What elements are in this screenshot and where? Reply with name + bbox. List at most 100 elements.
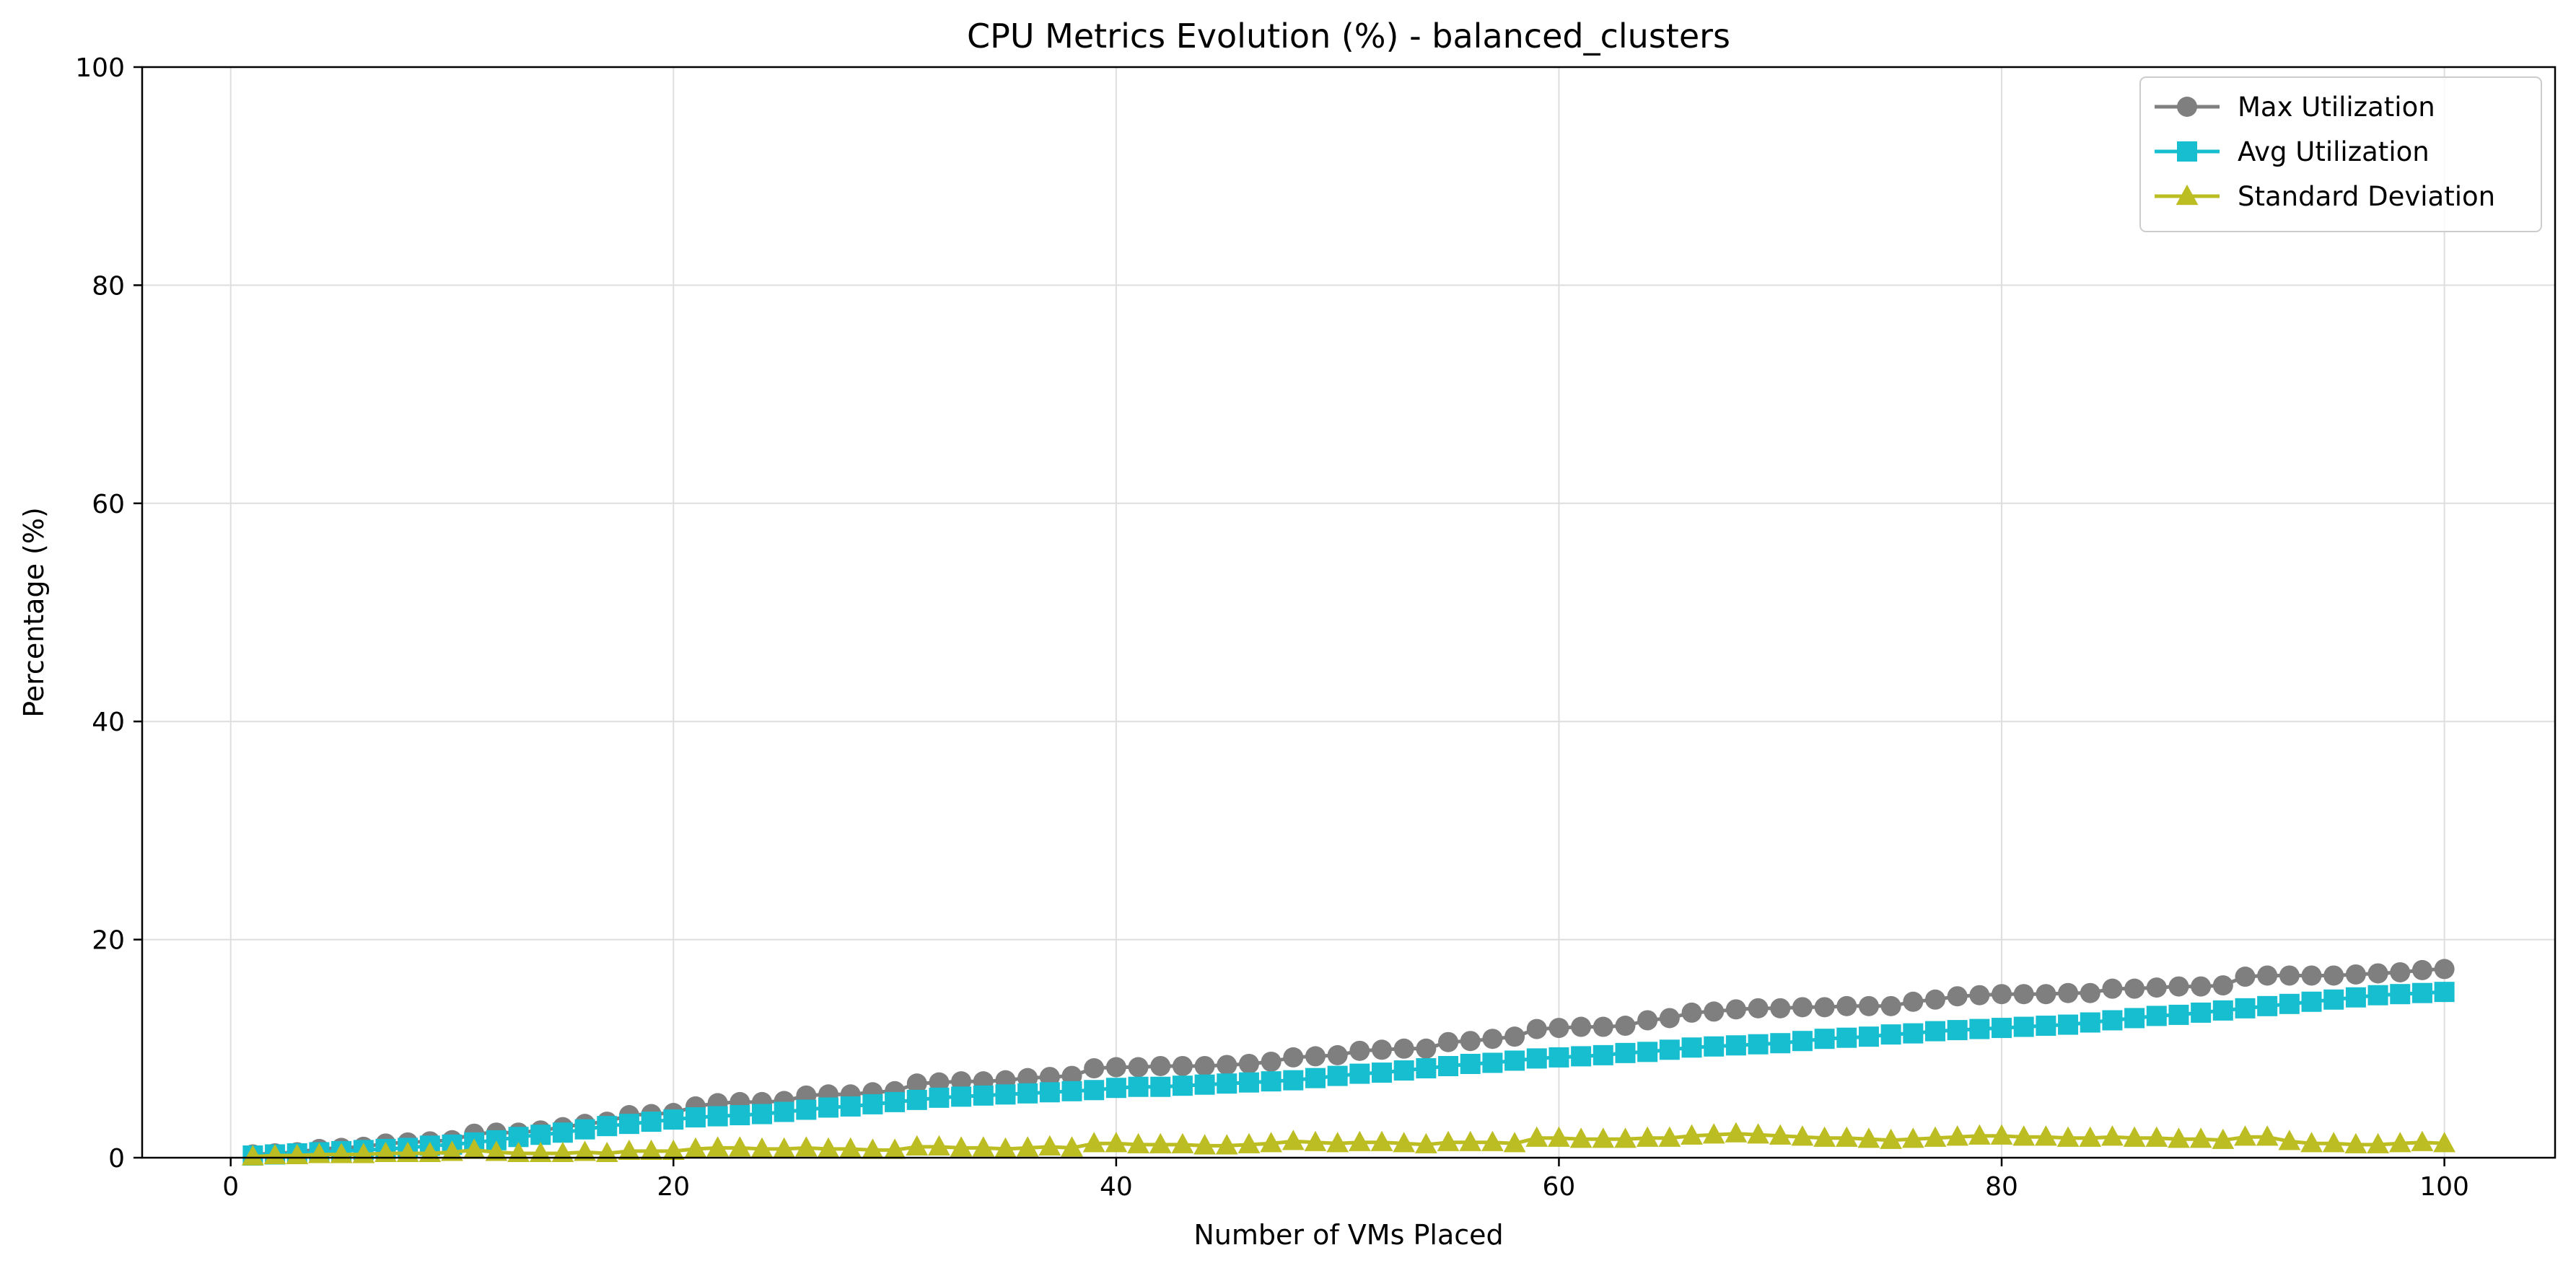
data-point xyxy=(1038,1135,1061,1156)
data-point xyxy=(1947,986,1968,1007)
data-point xyxy=(530,1125,551,1145)
data-point xyxy=(1992,984,2012,1005)
data-point xyxy=(1880,1128,1903,1149)
data-point xyxy=(685,1107,706,1128)
data-point xyxy=(641,1112,662,1132)
data-point xyxy=(1217,1073,1237,1094)
data-point xyxy=(1704,1001,1725,1022)
data-point xyxy=(2234,1125,2256,1146)
data-point xyxy=(707,1106,728,1127)
data-point xyxy=(951,1071,972,1092)
legend-label: Avg Utilization xyxy=(2238,136,2430,167)
data-point xyxy=(1437,1130,1460,1151)
data-point xyxy=(1372,1062,1393,1083)
data-point xyxy=(1238,1053,1259,1074)
x-axis-title: Number of VMs Placed xyxy=(1193,1219,1503,1251)
data-point xyxy=(2301,991,2322,1012)
data-point xyxy=(1969,985,1990,1006)
data-point xyxy=(1283,1070,1304,1091)
data-point xyxy=(1836,1027,1857,1048)
x-tick-label: 40 xyxy=(1100,1172,1133,1202)
data-point xyxy=(1880,1024,1901,1045)
legend-item: Max Utilization xyxy=(2155,92,2435,123)
data-point xyxy=(1061,1136,1083,1157)
data-point xyxy=(929,1087,950,1108)
x-tick-label: 80 xyxy=(1985,1172,2018,1202)
data-point xyxy=(1858,1026,1879,1047)
data-point xyxy=(2058,1014,2079,1035)
data-point xyxy=(2388,1132,2411,1153)
data-point xyxy=(2434,959,2455,980)
y-axis-title: Percentage (%) xyxy=(18,507,50,718)
data-point xyxy=(1702,1123,1725,1144)
data-point xyxy=(2235,967,2256,987)
data-point xyxy=(1659,1008,1680,1029)
data-point xyxy=(994,1137,1017,1158)
data-point xyxy=(2301,965,2322,986)
y-tick-label: 40 xyxy=(92,708,125,737)
data-point xyxy=(2235,998,2256,1018)
data-point xyxy=(1349,1040,1370,1061)
data-point xyxy=(1857,1127,1880,1148)
data-point xyxy=(1681,1124,1703,1145)
data-point xyxy=(1283,1047,1304,1068)
data-point xyxy=(1128,1057,1149,1078)
data-point xyxy=(950,1136,973,1157)
data-point xyxy=(1990,1124,2013,1145)
data-point xyxy=(1282,1130,1305,1150)
data-point xyxy=(1017,1068,1038,1088)
data-point xyxy=(441,1140,463,1161)
data-point xyxy=(663,1109,684,1130)
data-point xyxy=(1614,1127,1637,1148)
data-point xyxy=(1659,1039,1680,1060)
data-point xyxy=(2012,1125,2036,1146)
data-point xyxy=(1593,1016,1613,1037)
data-point xyxy=(1482,1029,1503,1050)
data-point xyxy=(752,1104,773,1125)
data-point xyxy=(840,1096,861,1117)
data-point xyxy=(2189,1127,2212,1148)
plot-frame xyxy=(141,66,2557,1159)
data-point xyxy=(286,1143,309,1165)
data-point xyxy=(794,1136,818,1157)
data-point xyxy=(1725,1035,1746,1056)
data-point xyxy=(995,1084,1016,1105)
data-point xyxy=(906,1073,927,1094)
data-point xyxy=(2146,1006,2167,1026)
data-point xyxy=(2257,965,2278,986)
data-point xyxy=(1039,1082,1060,1103)
data-point xyxy=(2101,1125,2124,1146)
data-point xyxy=(2344,1132,2367,1153)
data-point xyxy=(972,1136,995,1157)
data-point xyxy=(1237,1132,1261,1153)
data-point xyxy=(1637,1010,1658,1031)
data-point xyxy=(2345,964,2366,985)
data-point xyxy=(1503,1132,1526,1153)
data-point xyxy=(818,1097,839,1118)
data-point xyxy=(574,1119,595,1140)
data-point xyxy=(1725,999,1746,1020)
data-point xyxy=(1770,998,1791,1018)
data-point xyxy=(906,1135,929,1156)
data-point xyxy=(2257,995,2278,1016)
data-point xyxy=(817,1137,840,1158)
data-point xyxy=(2124,978,2145,999)
data-point xyxy=(2013,984,2034,1005)
data-point xyxy=(1171,1132,1194,1153)
data-point xyxy=(1326,1132,1349,1153)
data-point xyxy=(1836,995,1857,1016)
data-point xyxy=(2212,975,2233,996)
data-point xyxy=(1416,1058,1437,1079)
data-point xyxy=(2080,982,2100,1003)
data-point xyxy=(640,1139,663,1161)
data-point xyxy=(1460,1031,1481,1052)
y-tick-label: 100 xyxy=(75,53,125,83)
data-point xyxy=(1681,1002,1702,1023)
legend-marker xyxy=(2176,184,2199,206)
data-point xyxy=(1747,1123,1769,1144)
data-point xyxy=(1969,1018,1990,1039)
data-point xyxy=(1215,1134,1238,1155)
data-point xyxy=(883,1138,906,1159)
data-point xyxy=(2323,965,2344,986)
data-point xyxy=(2367,985,2388,1006)
